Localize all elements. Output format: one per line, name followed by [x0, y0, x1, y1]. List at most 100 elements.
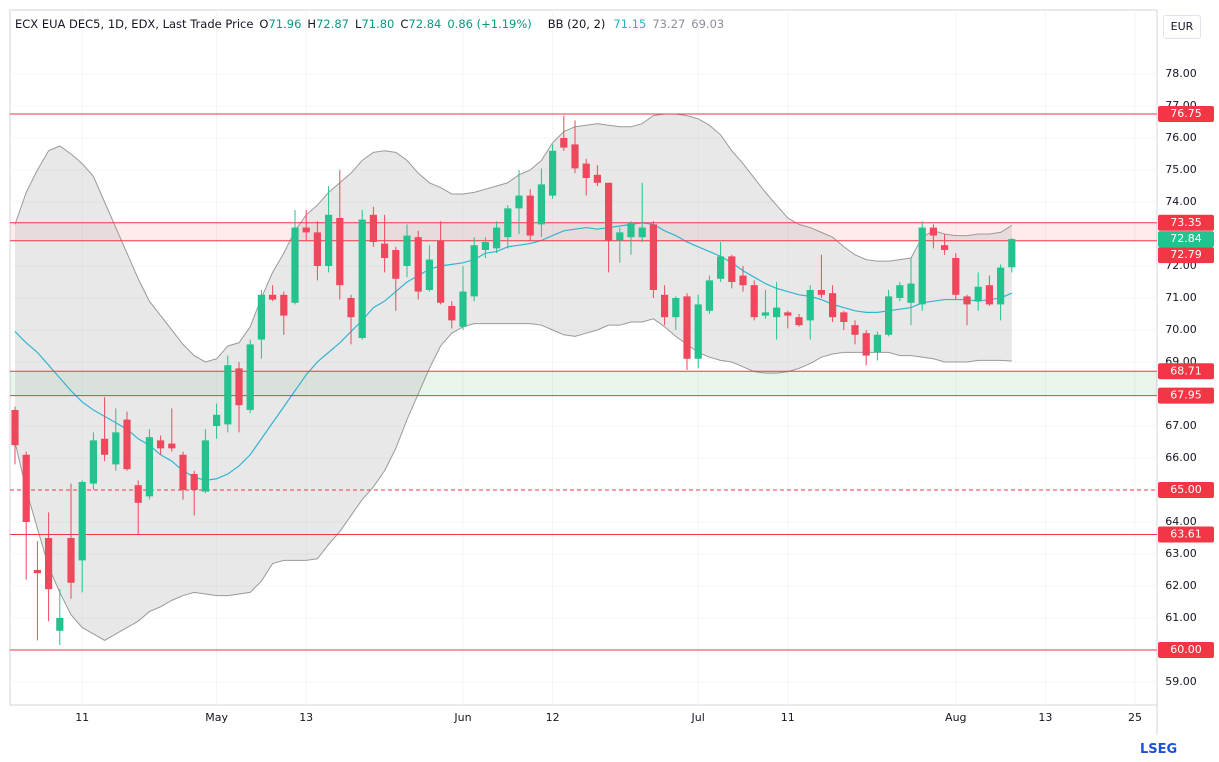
candle-body	[638, 227, 646, 238]
bb-upper-value: 73.27	[652, 17, 686, 31]
candle-body	[941, 245, 949, 250]
candle-body	[134, 485, 142, 503]
candle-body	[784, 312, 792, 316]
level-tag-label: 76.75	[1170, 107, 1202, 120]
candle-body	[67, 537, 75, 583]
x-tick-label: 11	[781, 711, 795, 724]
x-tick-label: May	[205, 711, 228, 724]
indicator-name: BB (20, 2)	[547, 17, 606, 31]
bb-upper	[14, 113, 1013, 363]
candle-body	[672, 297, 680, 318]
candles	[11, 115, 1016, 646]
bb-lower-value: 69.03	[691, 17, 725, 31]
candle-body	[481, 241, 489, 250]
candle-body	[358, 219, 366, 338]
level-tag	[1158, 214, 1214, 231]
bb-fill	[15, 113, 1012, 641]
candle-body	[705, 280, 713, 311]
y-tick-label: 67.00	[1165, 419, 1197, 432]
level-tag	[1158, 387, 1214, 404]
candle-body	[437, 240, 445, 303]
currency-button[interactable]: EUR	[1163, 15, 1201, 39]
candle-body	[739, 275, 747, 286]
candle-body	[235, 368, 243, 406]
levels	[10, 113, 1157, 651]
y-tick-label: 59.00	[1165, 675, 1197, 688]
candle-body	[1008, 239, 1016, 268]
y-tick-label: 78.00	[1165, 67, 1197, 80]
y-tick-label: 74.00	[1165, 195, 1197, 208]
candle-body	[985, 285, 993, 305]
candle-body	[918, 227, 926, 305]
candle-body	[45, 537, 53, 590]
level-tag-label: 73.35	[1170, 216, 1202, 229]
candle-body	[593, 174, 601, 183]
candle-body	[929, 227, 937, 236]
candle-body	[661, 294, 669, 318]
ohlc-value: 72.84	[408, 17, 442, 31]
candle-body	[168, 443, 176, 449]
candle-body	[549, 150, 557, 196]
candle-body	[616, 232, 624, 241]
y-tick-label: 70.00	[1165, 323, 1197, 336]
candle-body	[493, 227, 501, 249]
candle-body	[974, 286, 982, 302]
candle-body	[963, 296, 971, 305]
candle-body	[571, 144, 579, 169]
candle-body	[526, 195, 534, 236]
y-tick-label: 62.00	[1165, 579, 1197, 592]
candle-body	[537, 184, 545, 225]
candle-body	[649, 224, 657, 290]
candle-body	[425, 259, 433, 290]
candle-body	[325, 214, 333, 266]
candle-body	[806, 289, 814, 321]
candle-body	[381, 243, 389, 258]
x-tick-label: 11	[75, 711, 89, 724]
candle-body	[123, 419, 131, 470]
candle-body	[101, 438, 109, 455]
candle-body	[246, 344, 254, 410]
candle-body	[33, 569, 41, 574]
candle-body	[369, 214, 377, 242]
candle-body	[728, 256, 736, 282]
x-tick-label: Jun	[453, 711, 471, 724]
x-tick-label: 12	[546, 711, 560, 724]
bb-middle-value: 71.15	[613, 17, 647, 31]
candle-body	[997, 267, 1005, 305]
candle-body	[560, 137, 568, 148]
candle-body	[459, 291, 467, 327]
candle-body	[11, 409, 19, 446]
ohlc-value: 72.87	[316, 17, 350, 31]
candle-body	[504, 208, 512, 238]
level-tag-label: 65.00	[1170, 483, 1202, 496]
y-tick-label: 61.00	[1165, 611, 1197, 624]
candle-body	[22, 454, 30, 522]
y-tick-label: 63.00	[1165, 547, 1197, 560]
level-tag	[1158, 526, 1214, 543]
candle-body	[414, 237, 422, 292]
candle-body	[347, 297, 355, 318]
x-tick-label: 13	[1038, 711, 1052, 724]
candle-body	[224, 365, 232, 425]
candle-body	[761, 312, 769, 316]
x-tick-label: 13	[299, 711, 313, 724]
zone	[10, 371, 1157, 396]
instrument-title: ECX EUA DEC5, 1D, EDX, Last Trade Price	[15, 17, 254, 31]
candle-body	[112, 432, 120, 465]
candle-body	[280, 294, 288, 316]
change: 0.86 (+1.19%)	[447, 17, 532, 31]
level-tag-label: 60.00	[1170, 643, 1202, 656]
level-tag-label: 72.79	[1170, 248, 1202, 261]
candle-body	[717, 256, 725, 279]
candle-body	[302, 227, 310, 233]
grid	[10, 10, 1157, 705]
axes: 59.0061.0062.0063.0064.0066.0067.0069.00…	[75, 67, 1197, 724]
level-tag	[1158, 247, 1214, 264]
candle-body	[627, 222, 635, 238]
candle-body	[179, 454, 187, 490]
ohlc-key: C	[400, 17, 409, 31]
candle-body	[448, 305, 456, 321]
logo: LSEG	[1140, 742, 1178, 757]
candle-body	[817, 289, 825, 295]
